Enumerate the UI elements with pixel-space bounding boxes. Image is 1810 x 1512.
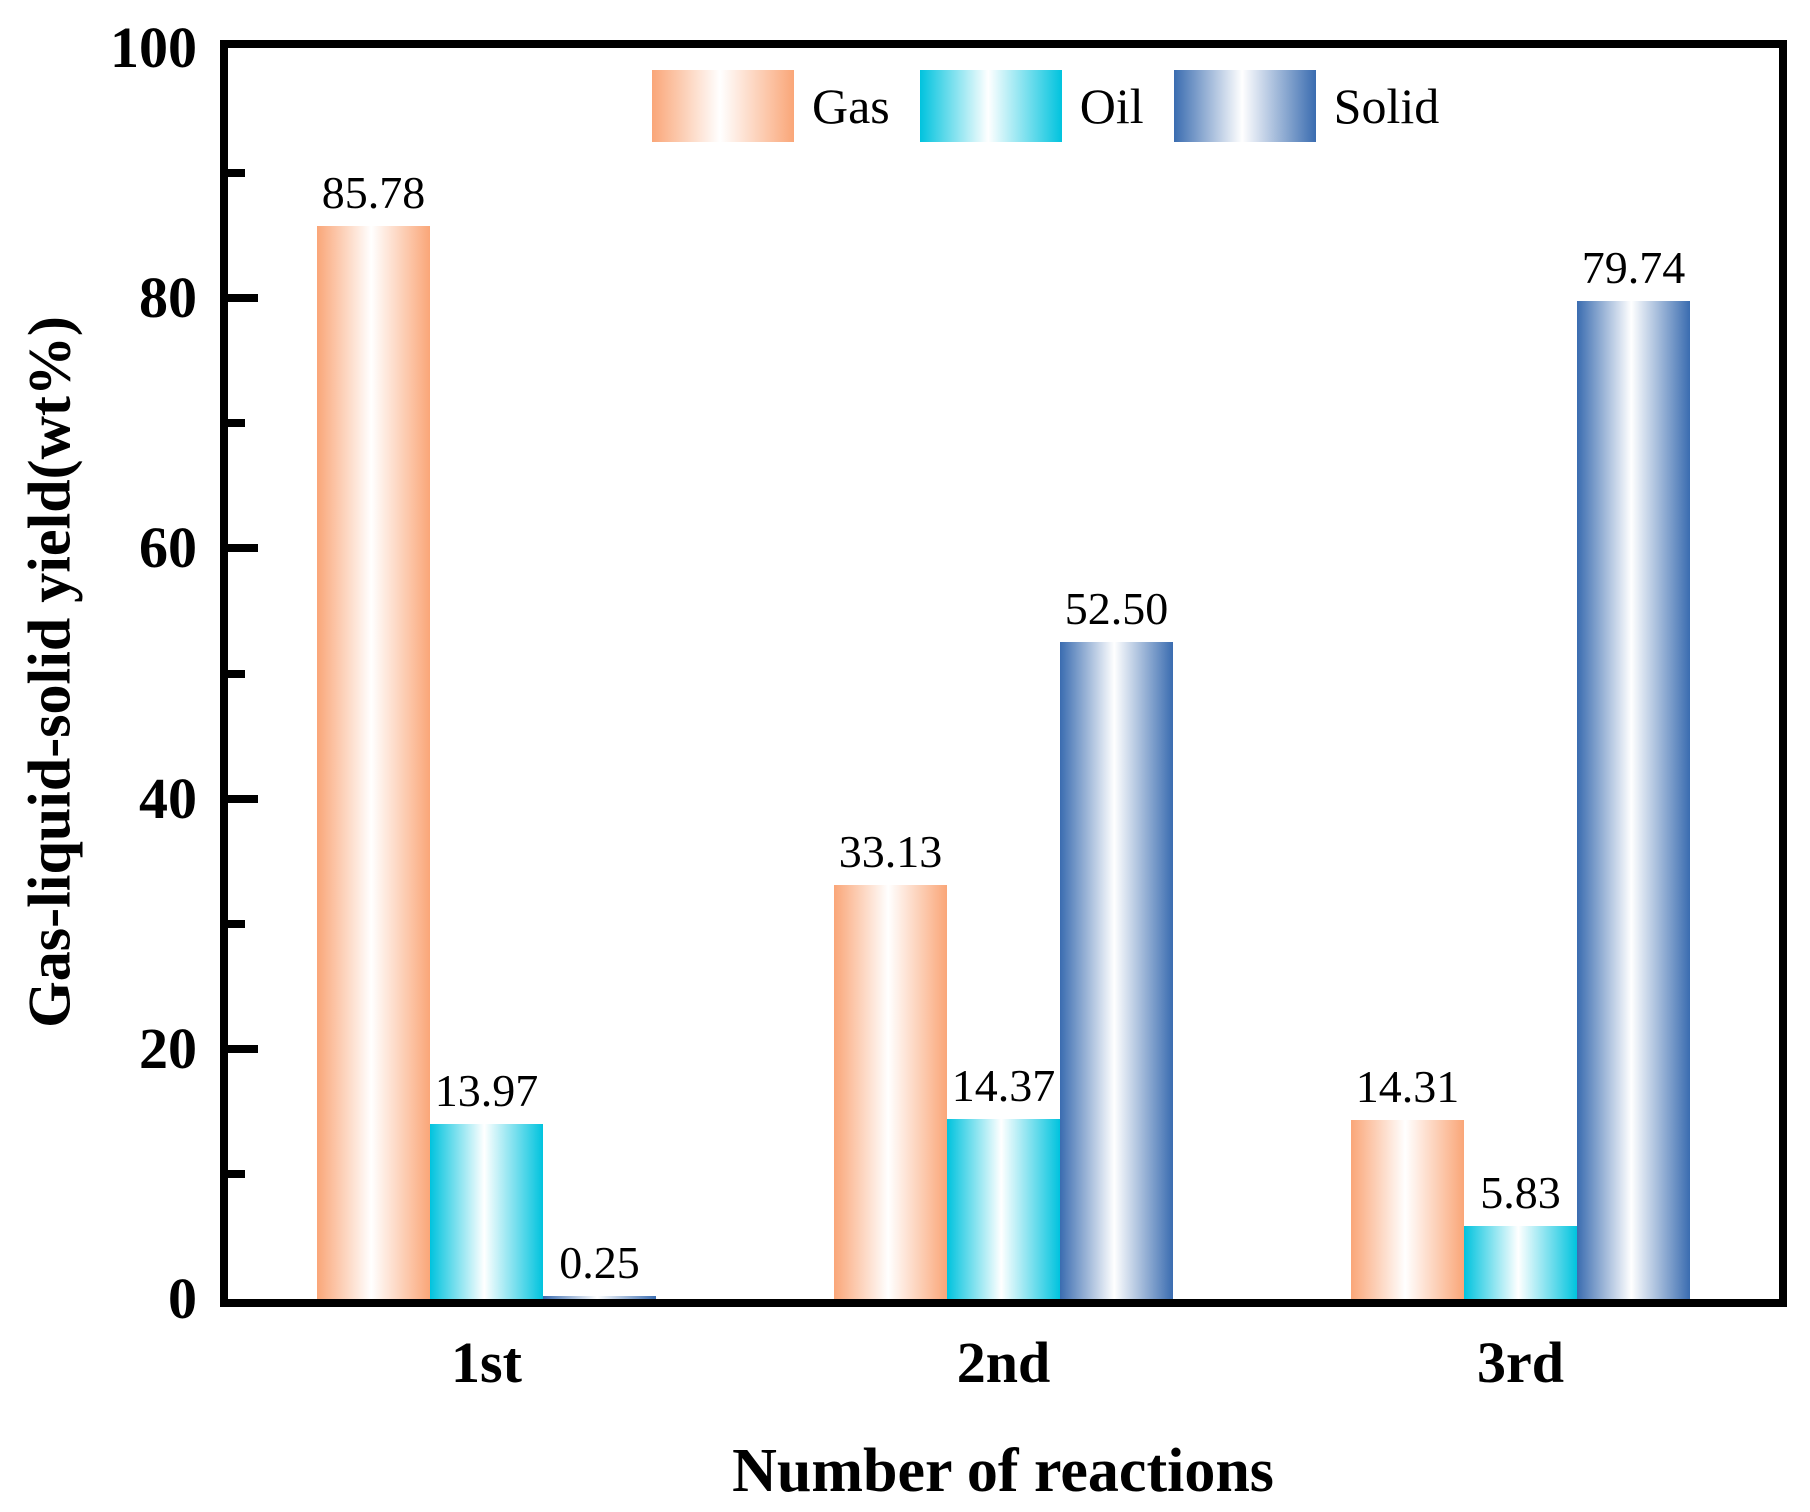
value-label-gas-1st: 85.78 <box>321 166 426 218</box>
value-label-solid-1st: 0.25 <box>559 1236 640 1288</box>
bar-gas-2nd <box>834 884 947 1299</box>
value-label-gas-3rd: 14.31 <box>1355 1060 1460 1112</box>
bar-solid-1st <box>543 1295 656 1299</box>
y-tick-label: 60 <box>139 515 197 581</box>
x-tick-label: 3rd <box>1477 1330 1564 1395</box>
y-minor-tick <box>228 669 245 678</box>
y-major-tick <box>228 544 258 553</box>
y-minor-tick <box>228 1169 245 1178</box>
y-tick-label: 40 <box>139 765 197 831</box>
bar-oil-3rd <box>1464 1226 1577 1299</box>
y-axis-title: Gas-liquid-solid yield(wt%) <box>16 316 83 1028</box>
value-label-oil-3rd: 5.83 <box>1480 1167 1561 1219</box>
value-label-oil-1st: 13.97 <box>434 1065 539 1117</box>
bar-gas-3rd <box>1351 1119 1464 1299</box>
bar-oil-2nd <box>947 1119 1060 1299</box>
y-tick-label: 80 <box>139 265 197 331</box>
legend-label-oil: Oil <box>1079 78 1144 134</box>
y-minor-tick <box>228 419 245 428</box>
x-tick-label: 1st <box>451 1330 522 1395</box>
value-label-solid-2nd: 52.50 <box>1064 583 1169 635</box>
legend-label-solid: Solid <box>1333 78 1440 134</box>
y-tick-label: 20 <box>139 1015 197 1081</box>
legend-item-oil: Oil <box>919 70 1144 142</box>
legend-label-gas: Gas <box>812 78 890 134</box>
legend-swatch-gas <box>652 70 794 142</box>
bar-solid-3rd <box>1577 301 1690 1299</box>
y-major-tick <box>228 294 258 303</box>
plot-area <box>220 40 1787 1307</box>
y-tick-label: 0 <box>168 1266 197 1331</box>
y-minor-tick <box>228 169 245 178</box>
bar-oil-1st <box>430 1124 543 1299</box>
bar-solid-2nd <box>1060 642 1173 1299</box>
value-label-oil-2nd: 14.37 <box>951 1060 1056 1112</box>
x-tick-label: 2nd <box>956 1330 1051 1395</box>
legend-swatch-solid <box>1173 70 1316 142</box>
legend-swatch-oil <box>919 70 1062 142</box>
legend-item-gas: Gas <box>652 70 890 142</box>
legend: Gas Oil Solid <box>652 70 1439 142</box>
y-minor-tick <box>228 919 245 928</box>
y-major-tick <box>228 794 258 803</box>
value-label-solid-3rd: 79.74 <box>1581 242 1686 294</box>
value-label-gas-2nd: 33.13 <box>838 825 943 877</box>
y-major-tick <box>228 1044 258 1053</box>
x-axis-title: Number of reactions <box>732 1437 1274 1505</box>
y-tick-label: 100 <box>110 15 197 80</box>
bar-gas-1st <box>317 225 430 1299</box>
legend-item-solid: Solid <box>1173 70 1440 142</box>
